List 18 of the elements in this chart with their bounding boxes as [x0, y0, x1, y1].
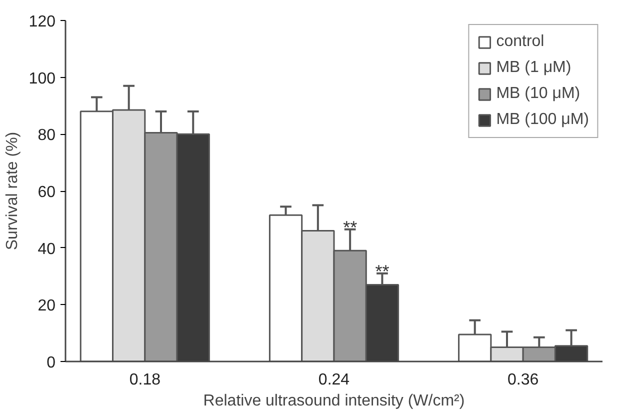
- legend-label: MB (10 μM): [496, 85, 580, 103]
- y-tick-label: 80: [38, 127, 56, 144]
- x-tick-label: 0.24: [318, 372, 350, 388]
- annotation: **: [375, 261, 390, 282]
- y-tick-label: 60: [38, 184, 56, 201]
- x-axis-title: Relative ultrasound intensity (W/cm²): [203, 392, 465, 410]
- x-tick-label: 0.36: [508, 372, 539, 388]
- legend-label: MB (1 μM): [496, 59, 572, 77]
- y-tick-label: 0: [46, 354, 56, 372]
- y-tick-label: 100: [28, 70, 56, 88]
- y-tick-label: 40: [38, 240, 56, 258]
- y-tick-label: 20: [38, 298, 56, 315]
- y-tick-label: 120: [28, 14, 56, 30]
- legend-label: control: [496, 33, 544, 51]
- x-tick-label: 0.18: [129, 372, 161, 388]
- legend-label: MB (100 μM): [496, 111, 589, 129]
- y-axis-title: Survival rate (%): [4, 132, 21, 250]
- annotation: **: [343, 217, 358, 238]
